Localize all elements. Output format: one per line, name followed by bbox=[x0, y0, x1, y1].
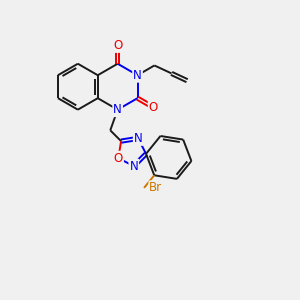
Text: O: O bbox=[114, 152, 123, 165]
Text: O: O bbox=[149, 101, 158, 114]
Text: Br: Br bbox=[149, 182, 163, 194]
Text: N: N bbox=[113, 103, 122, 116]
Text: N: N bbox=[129, 160, 138, 172]
Text: O: O bbox=[113, 39, 122, 52]
Text: N: N bbox=[134, 132, 142, 145]
Text: N: N bbox=[133, 69, 142, 82]
